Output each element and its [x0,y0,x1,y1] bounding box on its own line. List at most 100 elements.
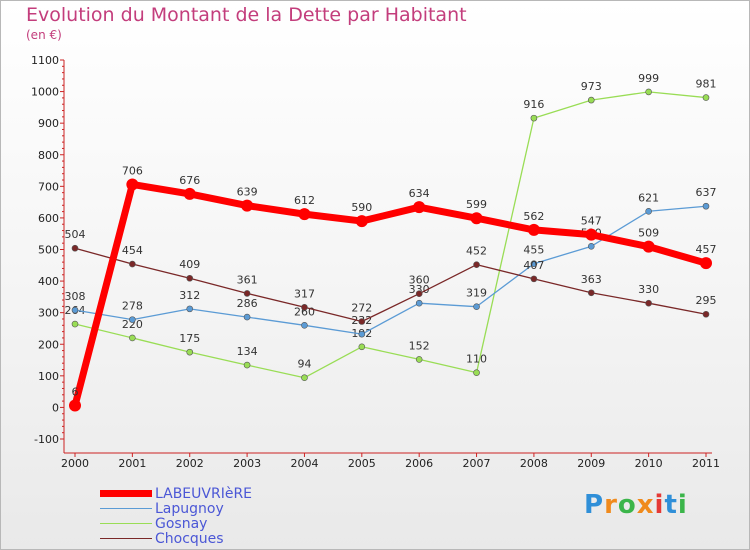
data-label: 409 [179,258,200,271]
series-line-1 [74,205,707,335]
data-point [702,94,710,101]
data-point [527,223,540,236]
data-point [243,313,251,321]
data-point [355,215,368,228]
data-point [702,202,710,210]
data-label: 599 [466,198,487,211]
data-label: 295 [696,294,717,307]
legend-label: LABEUVRIèRE [155,485,253,502]
legend-swatch [100,522,152,525]
data-label: 110 [466,353,487,366]
data-label: 6 [72,386,79,399]
data-label: 454 [122,244,143,257]
data-point [186,348,194,356]
data-point [473,369,480,376]
data-point [358,318,366,325]
data-label: 312 [179,289,200,302]
data-point [186,274,194,282]
data-label: 452 [466,245,487,258]
data-point [71,244,79,252]
y-tick-label: 900 [38,117,59,130]
data-point [587,96,595,104]
data-point [129,334,136,342]
data-point [587,289,595,297]
data-label: 981 [696,78,717,91]
data-point [530,275,538,283]
data-point [243,361,251,369]
x-tick-label: 2010 [635,457,663,470]
data-label: 562 [523,210,544,223]
data-label: 999 [638,72,659,85]
data-point [126,178,139,191]
data-label: 363 [581,273,602,286]
legend-swatch [100,507,152,510]
legend-label: Gosnay [155,515,208,532]
data-label: 286 [237,297,258,310]
y-tick-label: 300 [38,307,59,320]
data-label: 676 [179,174,200,187]
logo-letter: x [636,490,655,520]
data-point [415,299,423,307]
x-tick-label: 2000 [61,457,89,470]
data-label: 220 [122,318,143,331]
data-point [470,212,483,225]
data-label: 612 [294,194,315,207]
data-label: 547 [581,215,602,228]
data-point [645,88,652,96]
series-line-2 [74,91,707,379]
y-tick-label: 700 [38,180,59,193]
x-tick-label: 2005 [348,457,376,470]
data-label: 706 [122,164,143,177]
legend: LABEUVRIèRE Lapugnoy Gosnay Chocques [100,485,253,547]
data-point [473,303,480,310]
legend-label: Lapugnoy [155,500,224,517]
data-point [301,303,308,311]
data-point [301,321,308,329]
data-point [71,320,79,328]
y-tick-label: 400 [38,275,59,288]
logo-letter: o [617,490,637,520]
data-label: 175 [179,332,200,345]
data-label: 407 [523,259,544,272]
data-label: 361 [237,273,258,286]
data-point [700,257,712,270]
data-label: 319 [466,287,487,300]
data-label: 916 [523,98,544,111]
legend-item: LABEUVRIèRE [100,485,253,502]
logo-letter: i [654,490,665,520]
data-point [298,208,311,221]
data-label: 272 [351,302,372,315]
legend-swatch [100,537,152,540]
series-line-3 [74,247,707,323]
data-label: 621 [638,191,659,204]
y-tick-label: 0 [52,401,59,414]
data-label: 590 [351,201,372,214]
data-point [186,305,194,313]
x-tick-label: 2011 [692,457,720,470]
data-point [301,374,308,382]
x-tick-label: 2007 [463,457,491,470]
series-line-0 [71,180,710,410]
x-tick-label: 2008 [520,457,548,470]
legend-item: Gosnay [100,515,252,532]
logo-letter: r [604,490,618,520]
data-label: 278 [122,300,143,313]
data-point [415,290,423,298]
data-label: 360 [409,274,430,287]
logo-letter: P [584,490,605,520]
data-label: 134 [237,345,258,358]
data-label: 455 [523,244,544,257]
data-point [587,243,595,250]
data-point [413,201,426,214]
x-tick-label: 2009 [577,457,605,470]
data-point [129,260,136,268]
x-tick-label: 2004 [290,457,318,470]
data-point [358,343,366,351]
y-tick-label: 600 [38,212,59,225]
data-label: 637 [696,186,717,199]
x-tick-label: 2001 [118,457,146,470]
data-point [473,261,480,268]
data-point [358,330,366,338]
data-point [415,356,423,363]
proxiti-logo: Proxiti [584,490,688,520]
